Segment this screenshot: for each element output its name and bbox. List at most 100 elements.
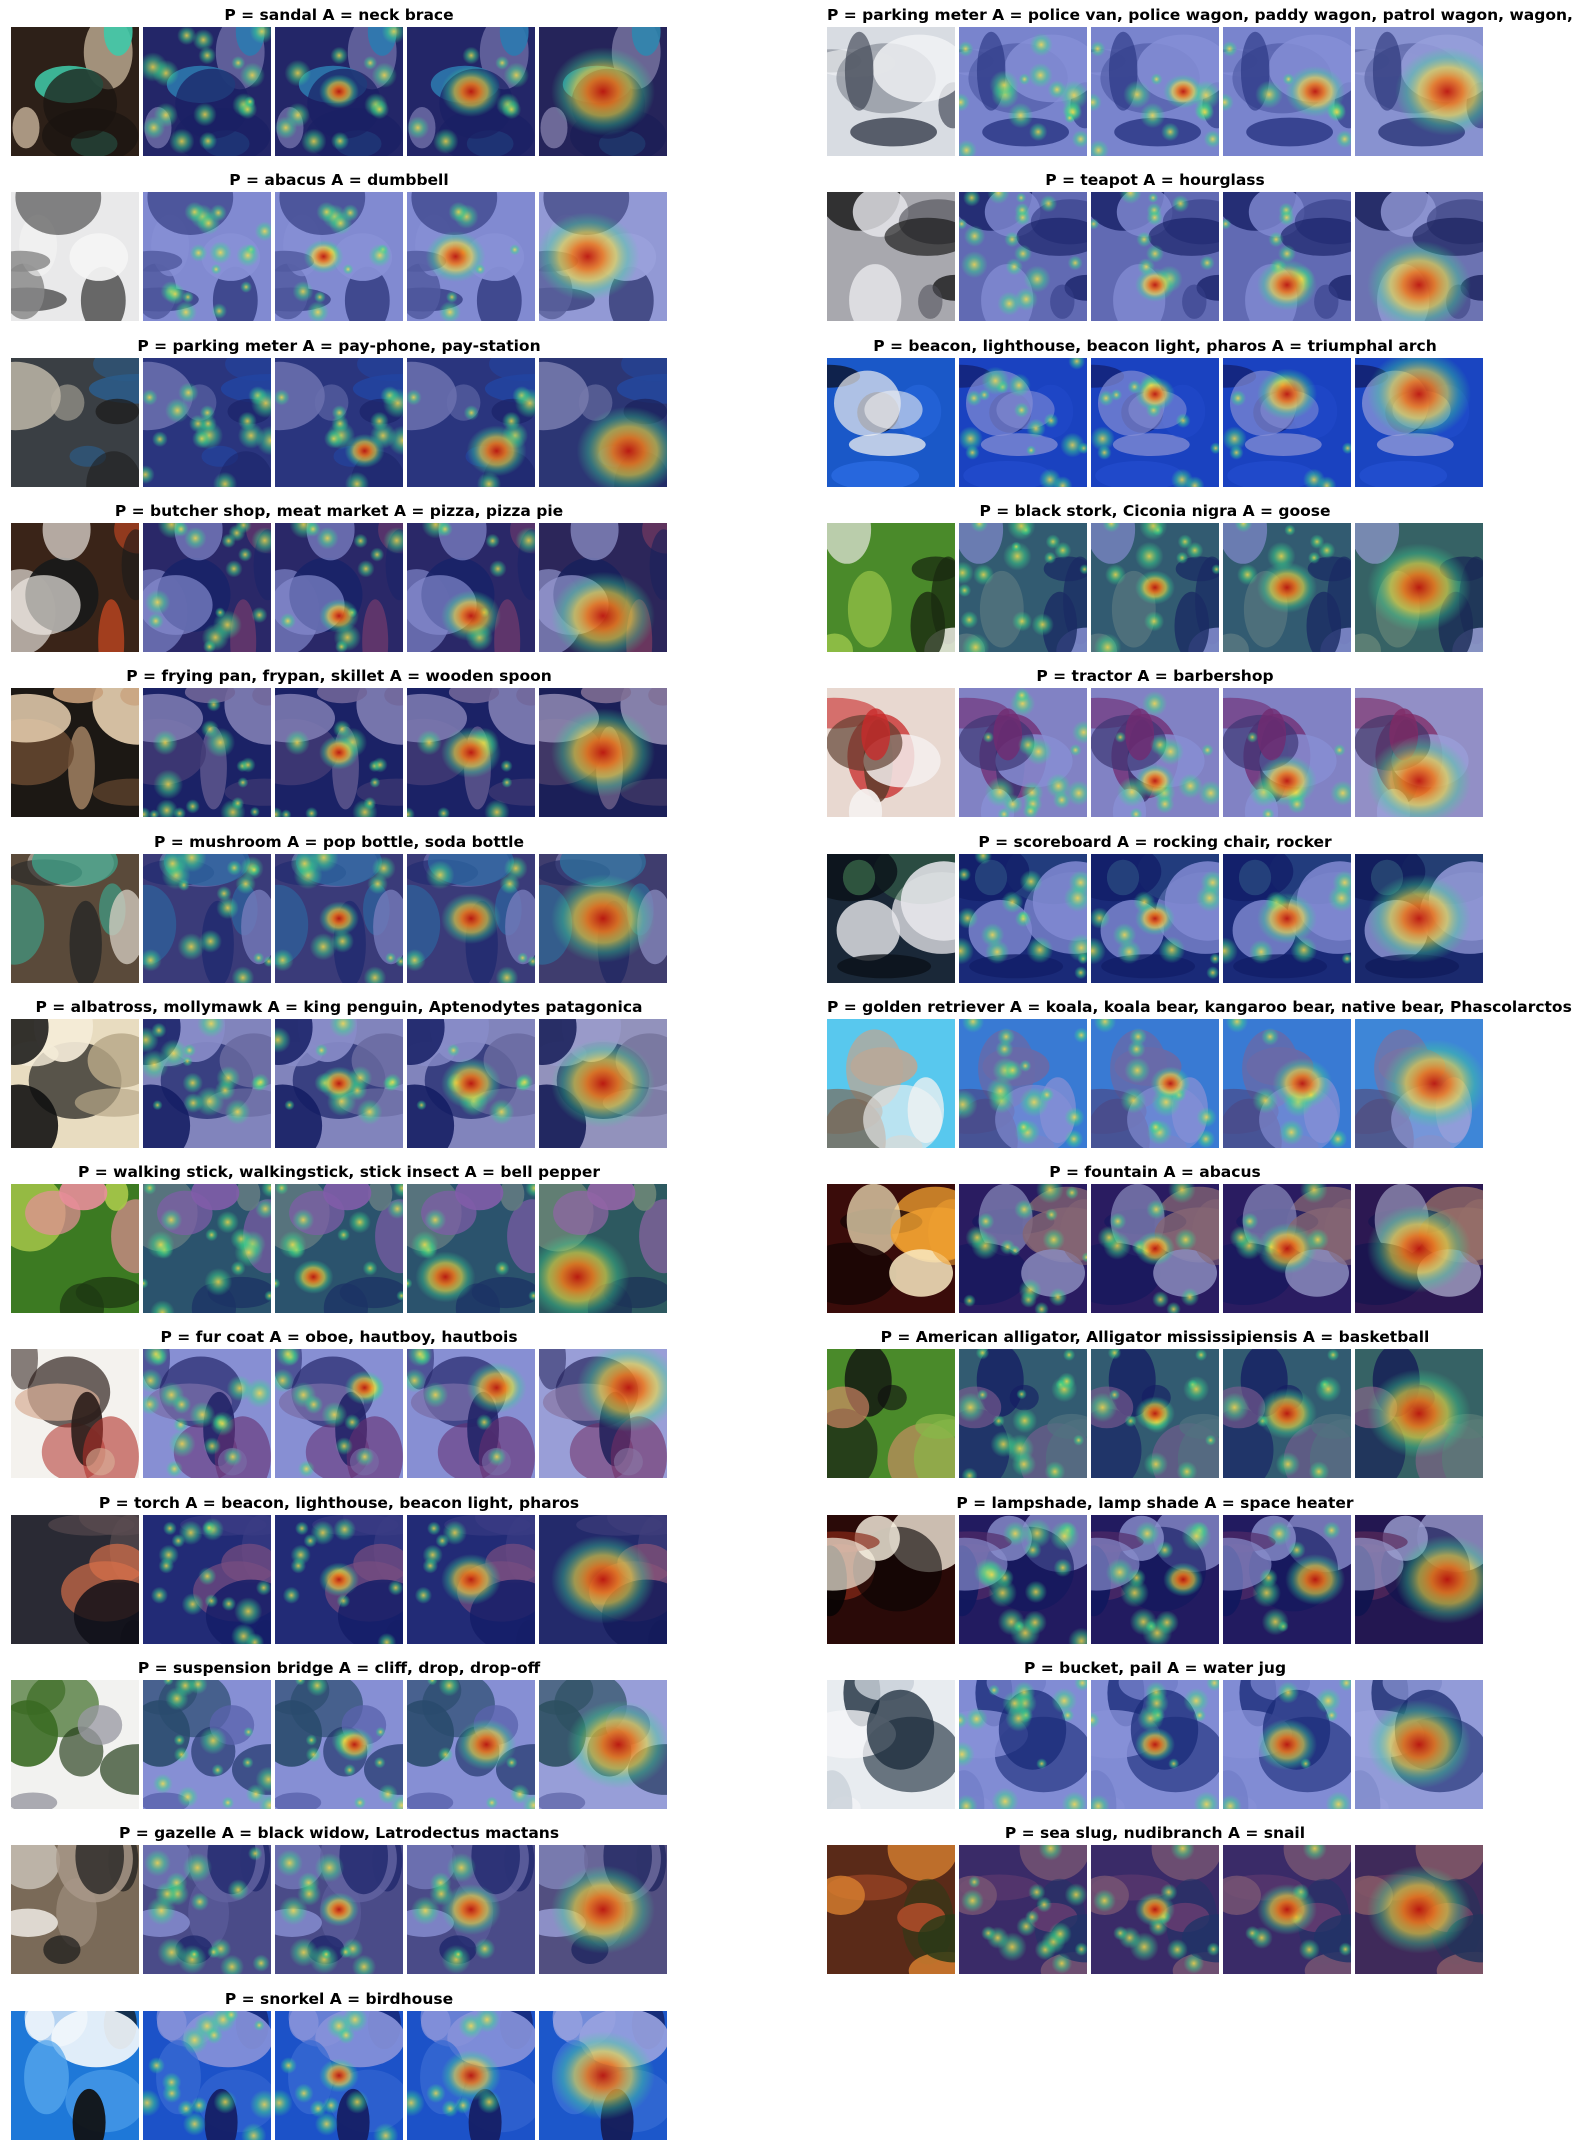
- saliency-tile: [959, 1349, 1087, 1479]
- saliency-map-2: [275, 522, 403, 652]
- original-image-tile: [11, 27, 139, 156]
- saliency-map-3: [407, 1845, 535, 1975]
- saliency-tile: [1223, 27, 1351, 156]
- saliency-tile: [539, 1018, 667, 1148]
- saliency-tile: [1091, 1184, 1219, 1314]
- saliency-row: P = butcher shop, meat market A = pizza,…: [11, 502, 667, 652]
- saliency-map-3: [407, 522, 535, 652]
- saliency-tile: [143, 1845, 271, 1975]
- saliency-map-4: [539, 27, 667, 156]
- saliency-row: P = mushroom A = pop bottle, soda bottle: [11, 833, 667, 983]
- saliency-tile: [1355, 1680, 1483, 1809]
- original-image-tile: [11, 522, 139, 652]
- saliency-row: P = bucket, pail A = water jug: [827, 1659, 1483, 1809]
- saliency-map-2: [275, 853, 403, 983]
- saliency-map-1: [959, 1680, 1087, 1809]
- saliency-map-4: [1355, 853, 1483, 983]
- saliency-map-1: [959, 522, 1087, 652]
- saliency-tile: [407, 192, 535, 322]
- saliency-row: P = snorkel A = birdhouse: [11, 1990, 667, 2140]
- saliency-map-2: [1091, 1680, 1219, 1809]
- saliency-map-3: [407, 853, 535, 983]
- saliency-tile: [275, 357, 403, 487]
- row-title: P = American alligator, Alligator missis…: [880, 1328, 1430, 1347]
- saliency-map-3: [407, 192, 535, 322]
- original-image-tile: [11, 1514, 139, 1644]
- input-image: [11, 1184, 139, 1314]
- saliency-tile: [539, 1680, 667, 1809]
- input-image: [11, 1514, 139, 1644]
- saliency-map-2: [1091, 853, 1219, 983]
- row-title: P = butcher shop, meat market A = pizza,…: [114, 501, 564, 520]
- saliency-tile: [1091, 853, 1219, 983]
- row-title: P = tractor A = barbershop: [1036, 667, 1274, 686]
- saliency-map-1: [959, 27, 1087, 156]
- saliency-tile: [539, 357, 667, 487]
- saliency-map-4: [1355, 522, 1483, 652]
- saliency-map-4: [539, 1680, 667, 1809]
- saliency-row: P = scoreboard A = rocking chair, rocker: [827, 833, 1483, 983]
- saliency-row: P = lampshade, lamp shade A = space heat…: [827, 1494, 1483, 1644]
- saliency-map-2: [275, 1018, 403, 1148]
- saliency-tile: [143, 1514, 271, 1644]
- input-image: [11, 522, 139, 652]
- saliency-map-3: [407, 2010, 535, 2140]
- row-title: P = snorkel A = birdhouse: [224, 1989, 454, 2008]
- saliency-map-1: [959, 1845, 1087, 1975]
- input-image: [11, 192, 139, 322]
- saliency-tile: [407, 1018, 535, 1148]
- saliency-map-1: [143, 522, 271, 652]
- saliency-map-4: [539, 1349, 667, 1479]
- saliency-row: P = parking meter A = police van, police…: [827, 6, 1574, 156]
- saliency-map-4: [1355, 357, 1483, 487]
- saliency-tile: [1355, 1018, 1483, 1148]
- saliency-tile: [1091, 688, 1219, 818]
- row-title: P = parking meter A = police van, police…: [827, 6, 1574, 24]
- saliency-map-1: [143, 357, 271, 487]
- saliency-tile: [1223, 192, 1351, 322]
- saliency-row: P = suspension bridge A = cliff, drop, d…: [11, 1659, 667, 1809]
- saliency-tile: [143, 357, 271, 487]
- saliency-tile: [1091, 1018, 1219, 1148]
- row-title: P = golden retriever A = koala, koala be…: [827, 997, 1574, 1016]
- original-image-tile: [827, 1514, 955, 1644]
- saliency-map-1: [959, 1349, 1087, 1479]
- saliency-map-1: [143, 1680, 271, 1809]
- original-image-tile: [11, 1845, 139, 1975]
- original-image-tile: [827, 1845, 955, 1975]
- saliency-map-4: [1355, 1514, 1483, 1644]
- row-title: P = gazelle A = black widow, Latrodectus…: [118, 1824, 560, 1843]
- saliency-tile: [1223, 1514, 1351, 1644]
- row-title: P = bucket, pail A = water jug: [1023, 1659, 1287, 1677]
- saliency-row: P = fountain A = abacus: [827, 1163, 1483, 1314]
- saliency-map-4: [1355, 1349, 1483, 1479]
- saliency-tile: [1223, 1349, 1351, 1479]
- input-image: [11, 688, 139, 818]
- row-title: P = sea slug, nudibranch A = snail: [1004, 1824, 1306, 1843]
- saliency-map-4: [1355, 192, 1483, 322]
- input-image: [11, 1845, 139, 1975]
- saliency-map-3: [407, 1018, 535, 1148]
- saliency-tile: [1223, 357, 1351, 487]
- saliency-row: P = sea slug, nudibranch A = snail: [827, 1824, 1483, 1975]
- saliency-map-4: [539, 2010, 667, 2140]
- saliency-tile: [539, 688, 667, 818]
- saliency-tile: [407, 1349, 535, 1479]
- saliency-map-1: [959, 357, 1087, 487]
- saliency-tile: [143, 2010, 271, 2140]
- saliency-row: P = abacus A = dumbbell: [11, 171, 667, 322]
- saliency-tile: [539, 1514, 667, 1644]
- input-image: [827, 1680, 955, 1809]
- input-image: [827, 357, 955, 487]
- saliency-tile: [275, 1018, 403, 1148]
- saliency-map-4: [1355, 1184, 1483, 1314]
- saliency-map-3: [1223, 357, 1351, 487]
- saliency-map-3: [407, 27, 535, 156]
- saliency-map-2: [1091, 1845, 1219, 1975]
- saliency-map-2: [275, 2010, 403, 2140]
- saliency-map-1: [143, 688, 271, 818]
- saliency-map-2: [1091, 1018, 1219, 1148]
- saliency-map-2: [275, 1680, 403, 1809]
- saliency-map-1: [143, 1184, 271, 1314]
- saliency-tile: [275, 1184, 403, 1314]
